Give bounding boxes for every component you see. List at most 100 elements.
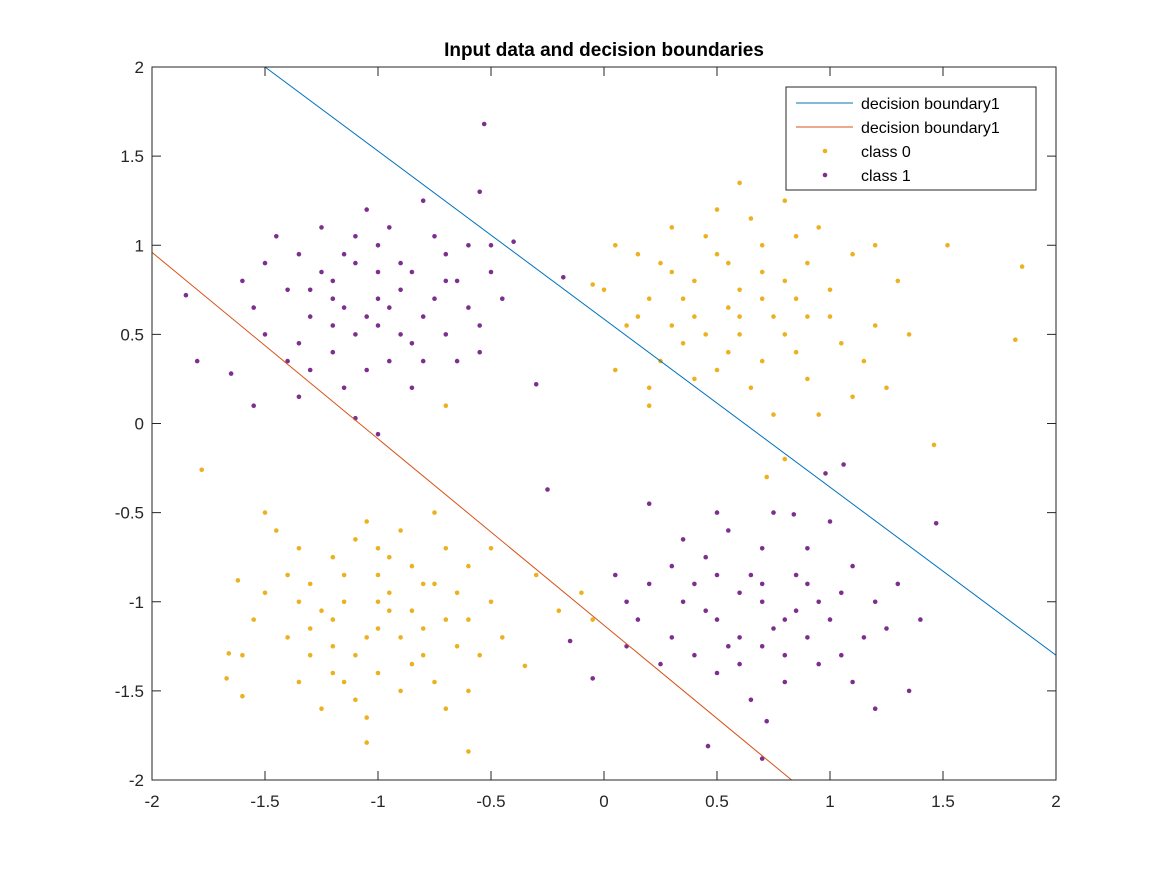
- class-0-point-123: [466, 617, 471, 622]
- class-0-point-129: [224, 676, 229, 681]
- class-0-point-23: [692, 278, 697, 284]
- x-tick-label: 0.5: [705, 792, 729, 811]
- legend-label-class-0: class 0: [861, 144, 911, 161]
- class-0-point-55: [669, 323, 675, 328]
- class-1-point-26: [375, 323, 381, 328]
- class-1-point-1: [330, 278, 336, 284]
- class-1-point-123: [646, 501, 652, 507]
- class-0-point-61: [1019, 264, 1025, 269]
- decision-boundary-line-2: [152, 251, 792, 780]
- class-0-point-95: [274, 528, 279, 533]
- class-1-point-62: [481, 121, 487, 127]
- class-1-point-116: [714, 510, 720, 515]
- class-1-point-75: [692, 581, 697, 587]
- class-0-point-84: [341, 572, 347, 578]
- class-1-point-41: [375, 269, 381, 275]
- class-0-point-75: [375, 546, 381, 551]
- class-1-point-63: [477, 189, 483, 195]
- class-0-point-14: [771, 314, 776, 319]
- class-0-point-131: [226, 651, 232, 656]
- class-0-point-140: [556, 608, 562, 613]
- class-0-point-10: [646, 296, 652, 302]
- class-1-point-6: [443, 278, 449, 284]
- class-1-point-80: [669, 635, 675, 640]
- class-1-point-31: [364, 367, 370, 373]
- class-1-point-112: [884, 626, 889, 631]
- class-0-point-79: [466, 563, 471, 569]
- class-1-point-52: [330, 323, 336, 328]
- x-tick-label: 1.5: [931, 792, 955, 811]
- class-1-point-107: [850, 679, 855, 685]
- class-0-point-42: [827, 314, 833, 319]
- class-0-point-98: [409, 563, 415, 569]
- class-1-point-24: [307, 367, 313, 373]
- class-1-point-79: [793, 608, 799, 613]
- class-0-point-97: [330, 554, 336, 560]
- class-1-point-100: [793, 572, 799, 578]
- class-0-point-121: [330, 644, 336, 649]
- class-0-point-89: [398, 528, 403, 533]
- class-0-point-24: [839, 341, 844, 346]
- legend-marker-class-1: [822, 172, 828, 178]
- class-0-point-82: [296, 546, 302, 551]
- class-0-point-29: [748, 385, 754, 391]
- class-0-point-74: [443, 617, 449, 622]
- class-0-point-128: [199, 467, 204, 473]
- class-0-point-96: [477, 652, 483, 658]
- class-1-point-60: [228, 371, 234, 376]
- class-1-point-44: [398, 332, 403, 337]
- class-0-point-99: [364, 635, 370, 640]
- class-1-point-37: [432, 296, 437, 302]
- class-0-point-80: [364, 519, 370, 524]
- class-0-point-22: [782, 198, 788, 203]
- class-1-point-125: [590, 676, 595, 681]
- class-1-point-7: [375, 243, 381, 248]
- class-1-point-124: [624, 599, 629, 605]
- class-1-point-0: [375, 296, 381, 302]
- class-0-point-36: [613, 243, 618, 248]
- legend-label-boundary-1: decision boundary1: [861, 96, 1000, 113]
- y-tick-label: 0: [135, 415, 144, 434]
- class-0-point-54: [737, 314, 742, 319]
- class-0-point-100: [296, 679, 302, 685]
- class-1-point-115: [839, 590, 844, 596]
- class-0-point-114: [353, 537, 358, 542]
- class-1-point-39: [500, 296, 505, 302]
- class-0-point-26: [624, 323, 629, 328]
- class-1-point-92: [646, 581, 652, 587]
- y-tick-label: 1.5: [120, 147, 144, 166]
- class-0-point-86: [319, 608, 324, 613]
- class-1-point-87: [680, 599, 686, 605]
- class-1-point-103: [635, 617, 641, 622]
- class-0-point-6: [737, 332, 742, 337]
- class-1-point-129: [823, 471, 828, 476]
- class-0-point-108: [319, 706, 324, 711]
- class-0-point-135: [443, 403, 449, 409]
- class-1-point-51: [477, 349, 483, 355]
- class-1-point-101: [748, 697, 754, 703]
- class-1-point-65: [533, 382, 539, 387]
- class-1-point-95: [692, 652, 697, 658]
- class-0-point-63: [931, 442, 937, 448]
- class-1-point-83: [816, 661, 821, 667]
- class-1-point-128: [841, 462, 846, 467]
- y-tick-label: -2: [129, 771, 144, 790]
- class-0-point-7: [827, 287, 833, 293]
- class-0-point-105: [341, 599, 347, 605]
- class-0-point-60: [945, 243, 950, 248]
- class-1-point-130: [791, 512, 797, 517]
- decision-boundary-line-1: [264, 67, 1056, 656]
- class-0-point-21: [726, 305, 731, 310]
- class-0-point-47: [850, 394, 855, 400]
- class-1-point-48: [443, 251, 449, 257]
- class-1-point-49: [364, 314, 370, 319]
- y-tick-label: 2: [135, 58, 144, 77]
- class-1-point-108: [680, 537, 686, 542]
- class-0-point-66: [590, 282, 595, 287]
- class-1-point-25: [443, 332, 449, 337]
- class-1-point-73: [737, 635, 742, 640]
- class-0-point-3: [805, 314, 810, 319]
- class-1-point-113: [669, 563, 675, 569]
- class-0-point-113: [420, 652, 426, 658]
- class-1-point-15: [387, 358, 392, 364]
